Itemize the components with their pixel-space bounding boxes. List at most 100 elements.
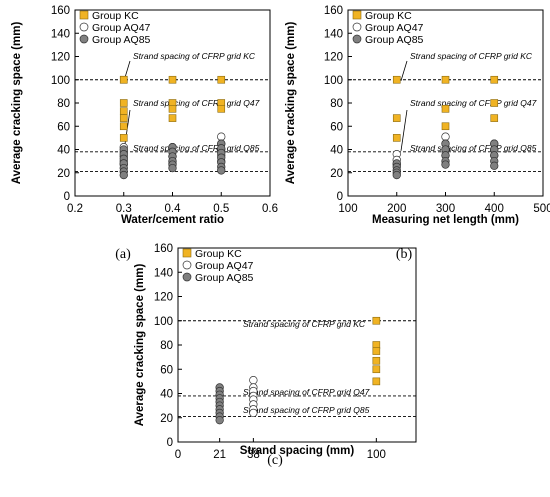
y-tick-label: 0: [167, 437, 173, 449]
reference-line-label: Strand spacing of CFRP grid Q47: [133, 98, 260, 108]
legend-marker-aq85: [79, 34, 89, 44]
legend-label: Group KC: [195, 248, 242, 260]
data-point-kc: [217, 105, 226, 113]
panel-label: (b): [396, 247, 413, 262]
data-point-aq47: [249, 408, 258, 418]
y-tick-label: 80: [57, 98, 70, 110]
data-point-kc: [490, 114, 499, 122]
data-point-kc: [168, 114, 177, 122]
chart-panel-2: 0 20 40 60 80 100 120 140 160 100 200 300 400 500 Meas…: [285, 5, 550, 262]
y-tick-label: 20: [160, 413, 173, 425]
x-tick-label: 500: [533, 203, 550, 215]
legend-marker-kc: [352, 10, 362, 20]
data-point-kc: [119, 122, 128, 131]
x-axis-title: Strand spacing (mm): [240, 445, 355, 457]
legend-marker-aq47: [79, 22, 89, 32]
data-point-kc: [441, 105, 450, 113]
x-tick-label: 200: [387, 203, 406, 215]
x-tick-label: 0.6: [262, 203, 278, 215]
x-tick-label: 0: [175, 449, 181, 461]
legend-label: Group AQ47: [195, 260, 254, 272]
chart-panel-3: 0 20 40 60 80 100 120 140 160 0 21 38 100 Strand spac…: [134, 243, 417, 468]
legend-label: Group KC: [365, 10, 412, 22]
y-tick-label: 20: [330, 168, 343, 180]
data-point-kc: [372, 316, 381, 325]
y-tick-label: 120: [154, 292, 173, 304]
panel-label: (c): [267, 453, 283, 468]
panel-label: (a): [115, 247, 131, 262]
data-point-kc: [119, 134, 128, 142]
legend-marker-aq47: [352, 22, 362, 32]
data-point-aq85: [392, 170, 401, 180]
legend-marker-aq85: [182, 272, 192, 282]
data-point-kc: [168, 75, 177, 84]
data-point-kc: [119, 75, 128, 84]
y-axis-title: Average cracking space (mm): [285, 22, 297, 185]
legend-marker-aq85: [352, 34, 362, 44]
y-tick-label: 100: [324, 75, 343, 87]
reference-line-label: Strand spacing of CFRP grid Q85: [410, 143, 537, 153]
data-point-aq85: [168, 163, 177, 173]
data-point-kc: [119, 114, 128, 122]
x-tick-label: 0.4: [165, 203, 182, 215]
y-tick-label: 100: [51, 75, 70, 87]
legend-label: Group AQ47: [365, 22, 424, 34]
x-tick-label: 100: [367, 449, 386, 461]
y-tick-label: 120: [324, 52, 343, 64]
y-tick-label: 140: [51, 28, 70, 40]
reference-line-label: Strand spacing of CFRP grid KC: [133, 51, 256, 61]
data-point-kc: [441, 122, 450, 131]
data-point-kc: [490, 99, 499, 107]
data-point-kc: [168, 105, 177, 113]
data-point-kc: [119, 99, 128, 107]
data-point-kc: [392, 75, 401, 84]
y-tick-label: 0: [337, 191, 343, 203]
pointer-line: [400, 109, 408, 151]
y-tick-label: 140: [154, 267, 173, 279]
y-axis-title: Average cracking space (mm): [11, 22, 23, 185]
reference-line-label: Strand spacing of CFRP grid Q47: [243, 387, 370, 397]
y-tick-label: 160: [324, 5, 343, 17]
y-tick-label: 160: [154, 243, 173, 255]
y-tick-label: 20: [57, 168, 70, 180]
y-tick-label: 80: [330, 98, 343, 110]
legend-label: Group KC: [92, 10, 139, 22]
legend-label: Group AQ85: [92, 34, 151, 46]
y-tick-label: 80: [160, 340, 173, 352]
reference-line-label: Strand spacing of CFRP grid KC: [410, 51, 533, 61]
x-tick-label: 0.2: [67, 203, 83, 215]
legend-label: Group AQ85: [365, 34, 424, 46]
data-point-aq85: [217, 166, 226, 175]
y-tick-label: 60: [330, 121, 343, 133]
data-point-kc: [392, 134, 401, 142]
x-tick-label: 0.5: [213, 203, 229, 215]
data-point-aq47: [217, 132, 226, 141]
reference-line-label: Strand spacing of CFRP grid KC: [243, 319, 366, 329]
pointer-line: [400, 60, 408, 81]
data-point-aq47: [441, 132, 450, 141]
x-axis-title: Water/cement ratio: [121, 214, 224, 226]
data-point-aq85: [119, 170, 128, 180]
reference-line-label: Strand spacing of CFRP grid Q85: [133, 143, 260, 153]
y-tick-label: 60: [160, 364, 173, 376]
chart-panel-1: 0 20 40 60 80 100 120 140 160 0.2 0.3 0.4 0.5 0.6 Wate…: [11, 5, 278, 262]
x-tick-label: 400: [485, 203, 504, 215]
x-tick-label: 0.3: [116, 203, 132, 215]
x-tick-label: 38: [247, 449, 260, 461]
data-point-kc: [372, 356, 381, 365]
y-tick-label: 140: [324, 28, 343, 40]
data-point-aq85: [441, 160, 450, 169]
x-tick-label: 100: [338, 203, 357, 215]
legend-marker-aq47: [182, 260, 192, 270]
data-point-aq47: [249, 376, 258, 385]
reference-line-label: Strand spacing of CFRP grid Q85: [243, 405, 370, 415]
y-tick-label: 40: [330, 145, 343, 157]
legend-label: Group AQ85: [195, 272, 254, 284]
legend-label: Group AQ47: [92, 22, 151, 34]
x-tick-label: 21: [213, 449, 226, 461]
y-tick-label: 0: [64, 191, 70, 203]
x-axis-title: Measuring net length (mm): [372, 214, 519, 226]
